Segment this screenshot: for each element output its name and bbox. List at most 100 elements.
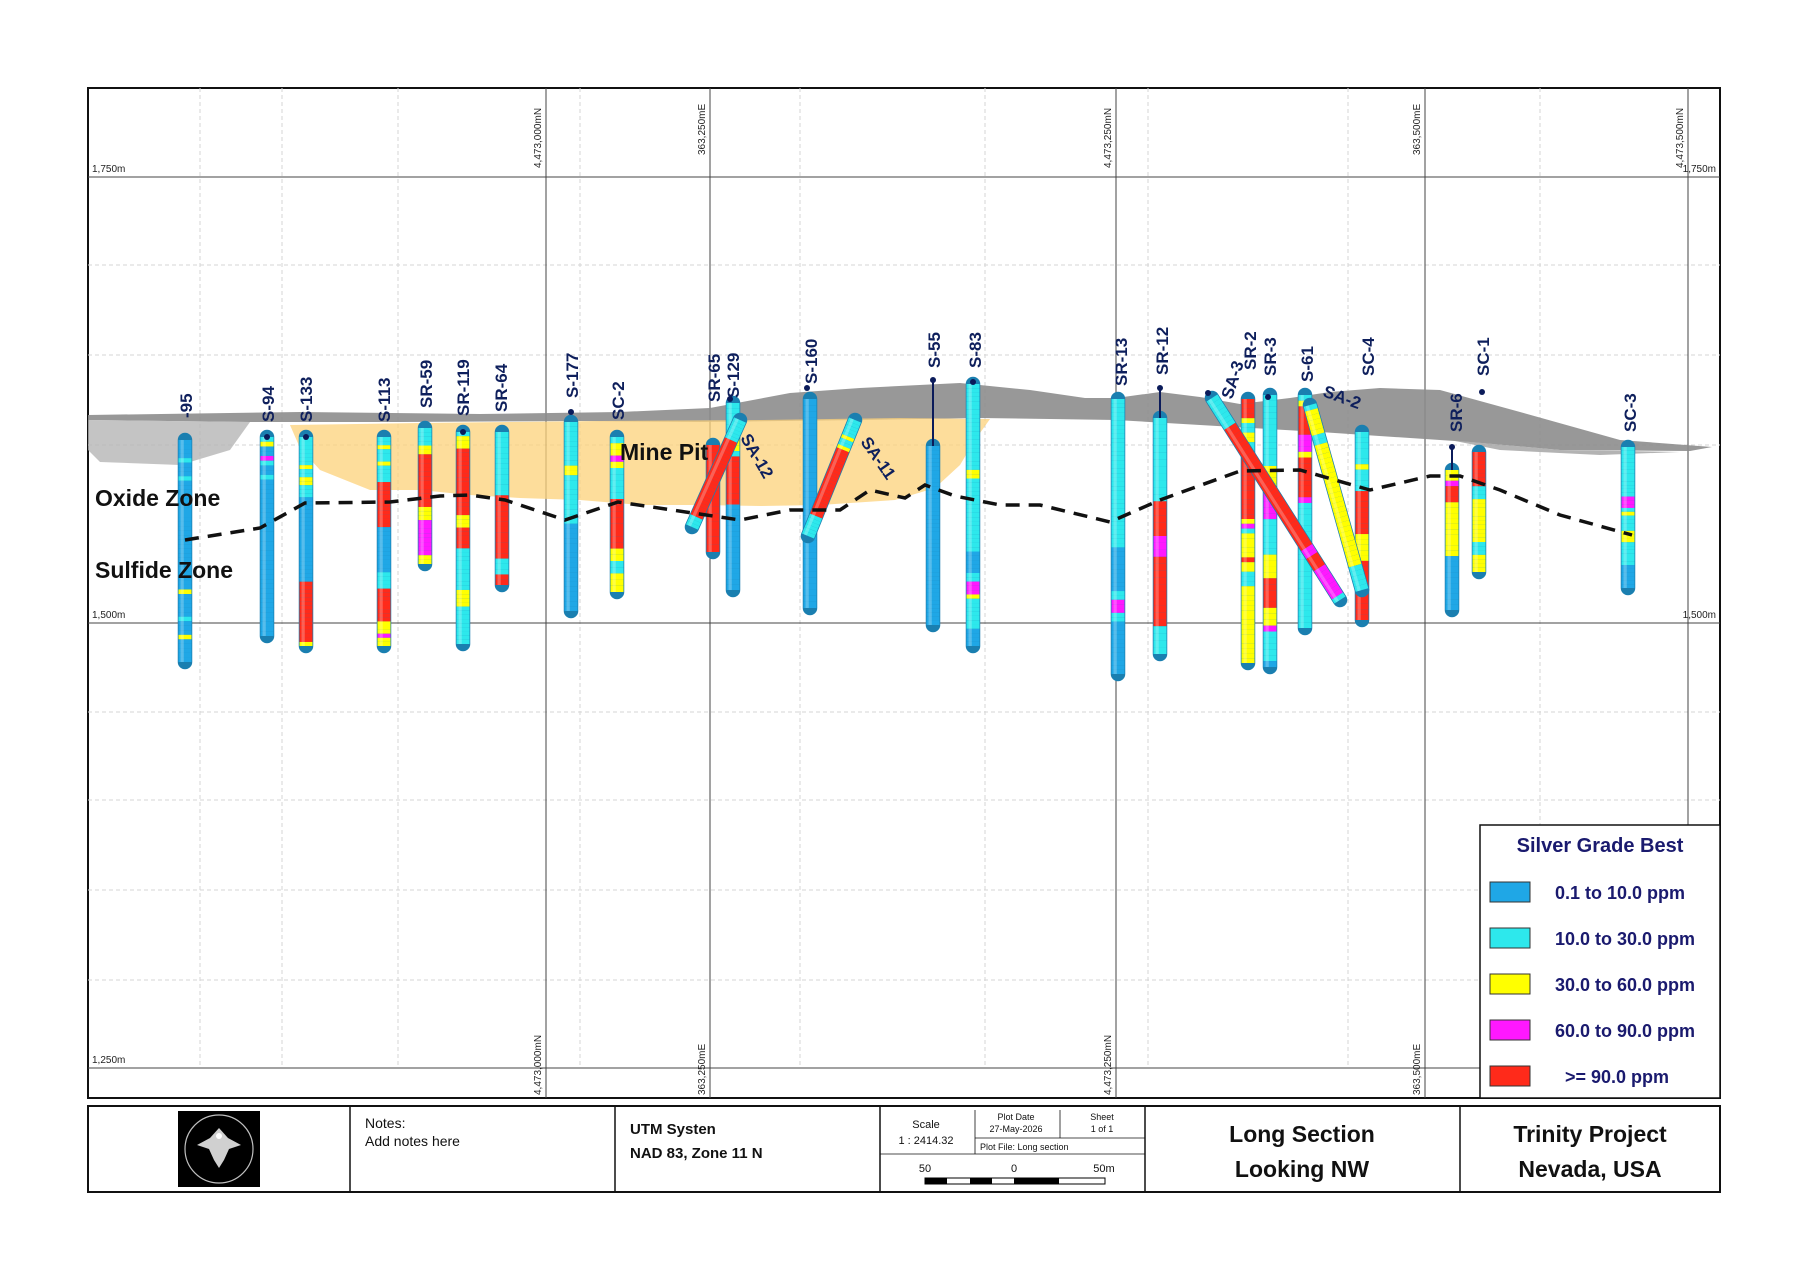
drill-hole-segment (1242, 451, 1256, 463)
hole-label-sr13: SR-13 (1112, 338, 1131, 386)
drill-hole-segment (1267, 491, 1282, 503)
drill-hole-segment (696, 497, 710, 507)
project-title-line-2: Nevada, USA (1518, 1156, 1661, 1182)
drill-hole-segment (717, 450, 731, 460)
drill-hole-segment (1313, 437, 1328, 446)
drill-hole-segment (1322, 471, 1337, 480)
drill-hole-segment (846, 420, 860, 430)
drill-hole-segment (1278, 507, 1292, 519)
drill-hole-segment (698, 494, 712, 503)
utm-line-2: NAD 83, Zone 11 N (630, 1145, 763, 1162)
drill-hole-segment (1353, 578, 1367, 587)
drill-hole-95 (177, 432, 193, 670)
drill-hole-segment (719, 447, 733, 457)
drill-hole-segment (1247, 459, 1262, 471)
drill-hole-segment (1337, 524, 1352, 534)
drill-hole-segment (1303, 548, 1318, 560)
drill-hole-segment (1335, 515, 1350, 524)
drill-holes-layer (177, 376, 1636, 682)
drill-hole-segment (1221, 418, 1236, 430)
hole-label-s61: S-61 (1298, 346, 1317, 382)
hole-label-95: -95 (177, 393, 196, 418)
drill-hole-segment (1224, 422, 1238, 434)
drill-hole-segment (832, 454, 847, 463)
drill-hole-segment (1340, 534, 1355, 544)
drill-hole-segment (1237, 443, 1251, 454)
drill-hole-segment (1305, 408, 1319, 417)
title-block: Notes: Add notes here UTM Systen NAD 83,… (87, 1105, 1721, 1193)
hole-label-s94: S-94 (259, 386, 278, 422)
legend-swatch-1 (1489, 881, 1531, 903)
drill-hole-segment (1321, 576, 1336, 588)
drill-hole-segment (1321, 466, 1336, 475)
drill-hole-segment (1290, 527, 1305, 539)
hole-label-s177: S-177 (563, 353, 582, 398)
drill-hole-segment (1324, 476, 1339, 485)
hole-label-s160: S-160 (802, 339, 821, 384)
elev-label-1500-right: 1,500m (1683, 610, 1716, 621)
elev-label-1500: 1,500m (92, 610, 125, 621)
drill-hole-segment (1303, 403, 1318, 412)
drill-hole-sa-11 (800, 412, 863, 544)
drill-hole-segment (1296, 535, 1310, 547)
drill-hole-highlight (687, 418, 739, 527)
drill-hole-segment (1354, 583, 1369, 592)
drill-hole-segment (1260, 479, 1274, 491)
drill-hole-segment (1307, 417, 1322, 427)
project-title-line-1: Trinity Project (1513, 1121, 1667, 1147)
drill-hole-segment (1324, 580, 1338, 592)
elev-label-1750: 1,750m (92, 164, 125, 175)
drill-hole-segment (819, 487, 833, 496)
drill-hole-segment (1211, 402, 1226, 414)
drill-hole-segment (1327, 485, 1341, 495)
scale-label: Scale (912, 1119, 940, 1131)
drill-hole-segment (1275, 503, 1290, 515)
drill-hole-segment (726, 430, 740, 440)
drill-hole-segment (808, 513, 823, 522)
hole-label-sc2: SC-2 (609, 381, 628, 420)
vgrid-top-label-1: 4,473,000mN (533, 108, 544, 168)
legend-label-5: >= 90.0 ppm (1565, 1067, 1669, 1087)
drill-hole-segment (822, 480, 836, 489)
drill-hole-segment (815, 497, 829, 506)
legend-label-4: 60.0 to 90.0 ppm (1555, 1021, 1695, 1041)
drill-hole-sr-119 (455, 424, 471, 652)
drill-hole-sa-12 (684, 412, 748, 535)
drill-hole-segment (1293, 531, 1308, 543)
drill-hole-segment (1348, 563, 1363, 573)
section-title-line-2: Looking NW (1235, 1156, 1369, 1182)
hole-label-sr59: SR-59 (417, 360, 436, 408)
drill-hole-segment (1331, 592, 1346, 604)
drill-hole-highlight (1305, 405, 1361, 592)
drill-hole-segment (693, 504, 707, 513)
hole-label-sc1: SC-1 (1474, 337, 1493, 376)
drill-hole-segment (1320, 461, 1335, 471)
notes-label: Notes: (365, 1115, 405, 1131)
drill-hole-segment (835, 447, 849, 456)
vgrid-top-label-3: 4,473,250mN (1103, 108, 1114, 168)
drill-hole-segment (840, 434, 855, 443)
vgrid-top-label-5: 4,473,500mN (1675, 108, 1686, 168)
legend-swatch-3 (1489, 973, 1531, 995)
drill-hole-sr-13 (1110, 391, 1126, 682)
drill-hole-segment (1257, 475, 1272, 487)
drill-hole-segment (711, 464, 725, 473)
drill-hole-segment (1209, 398, 1223, 410)
drill-hole-segment (725, 434, 739, 443)
drill-hole-sc-3 (1620, 439, 1636, 596)
drill-hole-segment (1306, 552, 1320, 564)
drill-hole-segment (1206, 394, 1221, 406)
plot-date-label: Plot Date (997, 1112, 1034, 1122)
drill-hole-segment (702, 484, 716, 493)
drill-hole-segment (831, 457, 845, 466)
drill-hole-segment (823, 477, 837, 486)
hole-label-sr64: SR-64 (492, 363, 511, 412)
drill-hole-segment (731, 420, 745, 430)
sheet-label: Sheet (1090, 1112, 1114, 1122)
drill-hole-sc-2 (609, 429, 625, 600)
scale-value: 1 : 2414.32 (898, 1135, 953, 1147)
major-grid (88, 88, 1720, 1098)
drill-hole-s-113 (376, 429, 392, 654)
drill-hole-segment (827, 467, 841, 476)
sulfide-zone-label: Sulfide Zone (95, 557, 233, 583)
